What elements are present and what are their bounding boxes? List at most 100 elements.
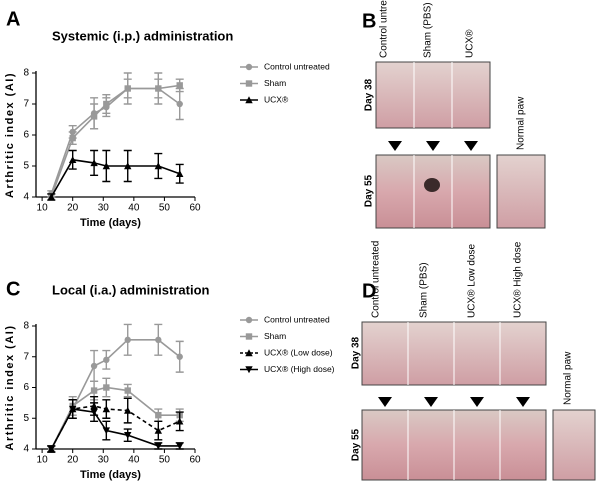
lesion bbox=[424, 178, 440, 192]
photo bbox=[375, 61, 491, 129]
chart-title: Local (i.a.) administration bbox=[52, 282, 210, 297]
legend-marker bbox=[245, 80, 253, 87]
point bbox=[124, 162, 132, 170]
y-tick-label: 4 bbox=[23, 444, 29, 455]
column-label: Normal paw bbox=[563, 351, 574, 405]
y-tick-label: 8 bbox=[23, 68, 29, 79]
x-tick-label: 60 bbox=[189, 203, 201, 214]
legend-marker bbox=[245, 366, 253, 374]
x-tick-label: 20 bbox=[67, 455, 79, 466]
point bbox=[176, 417, 184, 425]
point bbox=[155, 411, 162, 419]
y-tick-label: 6 bbox=[23, 382, 29, 393]
point bbox=[103, 100, 110, 108]
x-tick-label: 60 bbox=[189, 455, 201, 466]
x-tick-label: 30 bbox=[98, 203, 110, 214]
panel-letter: C bbox=[6, 278, 20, 300]
point bbox=[103, 384, 110, 391]
point bbox=[176, 353, 183, 360]
x-tick-label: 40 bbox=[128, 203, 140, 214]
legend-label: Control untreated bbox=[264, 314, 330, 324]
column-label: Control untreated bbox=[379, 0, 390, 58]
point bbox=[102, 405, 111, 413]
chart-title: Systemic (i.p.) administration bbox=[52, 28, 233, 43]
photo bbox=[496, 154, 546, 229]
point bbox=[69, 134, 76, 142]
point bbox=[103, 356, 110, 364]
y-axis-label: Arthritic index (AI) bbox=[4, 325, 16, 451]
photo-panel: Day 38 Day 55 Control untreated Sham (PB… bbox=[351, 241, 596, 481]
point bbox=[90, 362, 98, 370]
point bbox=[124, 431, 132, 439]
legend-label: UCX® (Low dose) bbox=[264, 347, 333, 357]
column-label: Sham (PBS) bbox=[419, 262, 430, 318]
x-tick-label: 40 bbox=[128, 455, 140, 466]
y-tick-label: 7 bbox=[23, 99, 29, 110]
legend-marker bbox=[245, 316, 253, 324]
point bbox=[68, 156, 77, 163]
column-label: UCX® High dose bbox=[513, 241, 524, 318]
arrow bbox=[378, 397, 530, 407]
point bbox=[124, 406, 132, 414]
panel-letter: A bbox=[6, 8, 20, 30]
point bbox=[155, 85, 162, 92]
point bbox=[124, 85, 131, 92]
point bbox=[102, 162, 111, 170]
row-label: Day 38 bbox=[364, 78, 375, 111]
point bbox=[102, 427, 111, 435]
legend-label: Sham bbox=[264, 78, 286, 88]
y-tick-label: 4 bbox=[23, 192, 29, 203]
legend-marker bbox=[245, 333, 253, 340]
arrow bbox=[388, 141, 478, 151]
y-axis-label: Arthritic index (AI) bbox=[4, 72, 16, 198]
column-label: UCX® Low dose bbox=[467, 243, 478, 318]
x-tick-label: 50 bbox=[159, 455, 171, 466]
x-tick-label: 50 bbox=[159, 203, 171, 214]
row-label: Day 55 bbox=[351, 428, 362, 461]
column-label: UCX® bbox=[465, 29, 476, 58]
x-axis-label: Time (days) bbox=[80, 469, 141, 481]
legend-label: UCX® (High dose) bbox=[264, 364, 335, 374]
point bbox=[47, 445, 55, 453]
y-tick-label: 8 bbox=[23, 321, 29, 332]
x-tick-label: 30 bbox=[98, 455, 110, 466]
photo bbox=[552, 409, 596, 481]
x-tick-label: 20 bbox=[67, 203, 79, 214]
legend-marker bbox=[245, 63, 253, 71]
photo-panel: Day 38 Day 55 Control untreated Sham (PB… bbox=[364, 0, 546, 229]
point bbox=[124, 387, 131, 394]
x-tick-label: 10 bbox=[37, 203, 49, 214]
column-label: Normal paw bbox=[516, 96, 527, 150]
point bbox=[90, 159, 98, 167]
legend-label: UCX® bbox=[264, 94, 289, 104]
point bbox=[154, 162, 163, 170]
point bbox=[90, 387, 98, 394]
column-label: Control untreated bbox=[371, 241, 382, 318]
panel-letter: B bbox=[362, 10, 376, 32]
point bbox=[176, 100, 183, 108]
y-tick-label: 5 bbox=[23, 161, 29, 172]
y-tick-label: 6 bbox=[23, 130, 29, 141]
row-label: Day 55 bbox=[364, 174, 375, 207]
legend-marker bbox=[245, 96, 253, 104]
point bbox=[155, 336, 162, 344]
x-axis-label: Time (days) bbox=[80, 217, 141, 229]
point bbox=[68, 405, 77, 413]
panel-letter: D bbox=[362, 280, 376, 302]
point bbox=[154, 426, 163, 434]
legend-label: Sham bbox=[264, 331, 286, 341]
x-tick-label: 10 bbox=[37, 455, 49, 466]
legend-marker bbox=[245, 349, 253, 357]
point bbox=[124, 336, 131, 344]
legend-label: Control untreated bbox=[264, 61, 330, 71]
row-label: Day 38 bbox=[351, 336, 362, 369]
point bbox=[176, 170, 184, 177]
y-tick-label: 7 bbox=[23, 351, 29, 362]
y-tick-label: 5 bbox=[23, 413, 29, 424]
point bbox=[47, 193, 55, 201]
point bbox=[90, 408, 98, 416]
point bbox=[176, 82, 183, 89]
point bbox=[154, 442, 163, 450]
column-label: Sham (PBS) bbox=[423, 2, 434, 58]
